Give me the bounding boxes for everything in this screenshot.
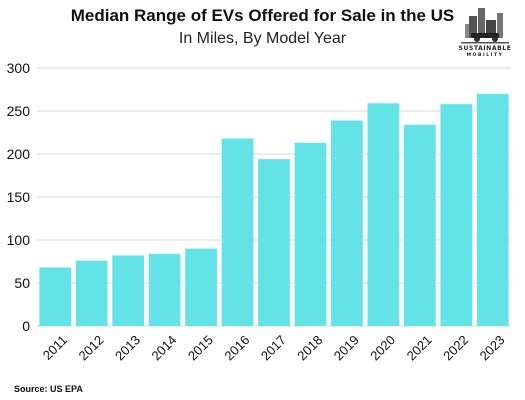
bar-2014	[148, 253, 181, 326]
y-tick-label-300: 300	[7, 60, 31, 76]
bar-2019	[331, 120, 363, 327]
bar-2017	[258, 159, 290, 326]
logo-text-mobility: MOBILITY	[466, 53, 504, 58]
bar-2018	[294, 142, 327, 326]
x-tick-label-2018: 2018	[294, 332, 325, 363]
x-tick-label-2015: 2015	[185, 332, 216, 363]
x-tick-label-2021: 2021	[404, 332, 435, 363]
x-tick-label-2016: 2016	[221, 332, 252, 363]
bar-2011	[39, 267, 72, 326]
x-tick-label-2020: 2020	[367, 332, 398, 363]
bar-2013	[112, 255, 145, 326]
city-skyline-icon	[461, 8, 509, 44]
y-tick-label-50: 50	[14, 275, 30, 291]
sustainable-mobility-logo: SUSTAINABLE MOBILITY	[453, 2, 517, 64]
logo-text-sustainable: SUSTAINABLE	[458, 45, 512, 52]
x-tick-label-2022: 2022	[440, 332, 471, 363]
y-tick-label-100: 100	[7, 232, 31, 248]
x-tick-label-2012: 2012	[76, 332, 107, 363]
bar-2020	[367, 103, 400, 326]
bar-2012	[75, 260, 108, 326]
x-tick-label-2019: 2019	[331, 332, 362, 363]
bar-2021	[403, 124, 436, 326]
chart-subtitle: In Miles, By Model Year	[178, 30, 347, 47]
chart-title: Median Range of EVs Offered for Sale in …	[70, 6, 455, 25]
x-tick-label-2011: 2011	[40, 332, 70, 362]
bar-2016	[221, 138, 254, 326]
bar-2015	[185, 248, 217, 326]
x-tick-label-2023: 2023	[477, 332, 508, 363]
y-tick-label-250: 250	[7, 103, 31, 119]
y-tick-label-200: 200	[7, 146, 31, 162]
y-tick-label-0: 0	[22, 318, 30, 334]
y-tick-label-150: 150	[7, 189, 31, 205]
x-tick-label-2017: 2017	[258, 332, 289, 363]
bar-2023	[476, 93, 509, 326]
x-tick-label-2013: 2013	[112, 332, 143, 363]
bar-2022	[440, 104, 473, 327]
source-note: Source: US EPA	[14, 384, 83, 394]
x-tick-label-2014: 2014	[148, 332, 179, 363]
